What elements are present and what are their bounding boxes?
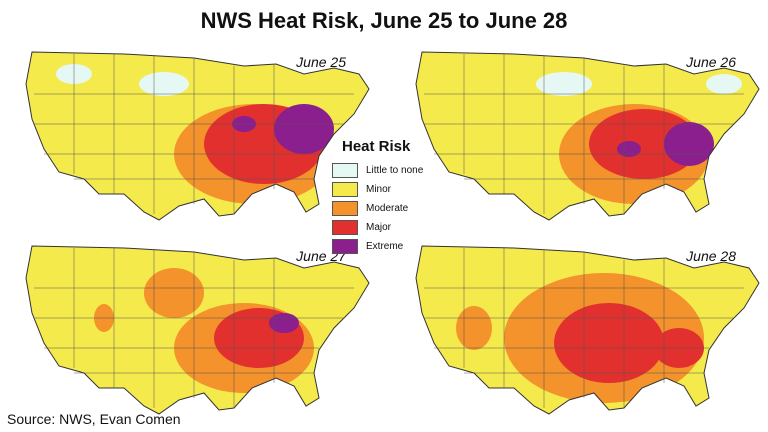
map-panel-june-27: June 27 xyxy=(14,238,384,423)
legend-label: Extreme xyxy=(366,241,404,252)
legend-item: Minor xyxy=(332,180,442,199)
legend-label: Major xyxy=(366,222,392,233)
map-panel-june-26: June 26 xyxy=(404,44,768,229)
panel-date-label: June 26 xyxy=(686,54,736,70)
legend-label: Little to none xyxy=(366,165,424,176)
legend-swatch xyxy=(332,163,358,178)
legend-item: Little to none xyxy=(332,161,442,180)
us-map xyxy=(25,51,370,221)
legend-swatch xyxy=(332,220,358,235)
legend-swatch xyxy=(332,239,358,254)
map-panel-june-25: June 25 xyxy=(14,44,384,229)
legend-item: Major xyxy=(332,218,442,237)
legend-item: Extreme xyxy=(332,237,442,256)
heat-risk-legend: Heat Risk Little to none Minor Moderate … xyxy=(332,138,442,256)
us-map xyxy=(415,245,760,415)
us-map xyxy=(415,51,760,221)
legend-swatch xyxy=(332,182,358,197)
legend-title: Heat Risk xyxy=(342,138,411,155)
legend-label: Moderate xyxy=(366,203,409,214)
legend-item: Moderate xyxy=(332,199,442,218)
panel-date-label: June 25 xyxy=(296,54,346,70)
panel-date-label: June 28 xyxy=(686,248,736,264)
legend-label: Minor xyxy=(366,184,392,195)
us-map xyxy=(25,245,370,415)
map-panel-june-28: June 28 xyxy=(404,238,768,423)
source-credit: Source: NWS, Evan Comen xyxy=(7,411,181,427)
legend-swatch xyxy=(332,201,358,216)
page-title: NWS Heat Risk, June 25 to June 28 xyxy=(200,8,568,33)
